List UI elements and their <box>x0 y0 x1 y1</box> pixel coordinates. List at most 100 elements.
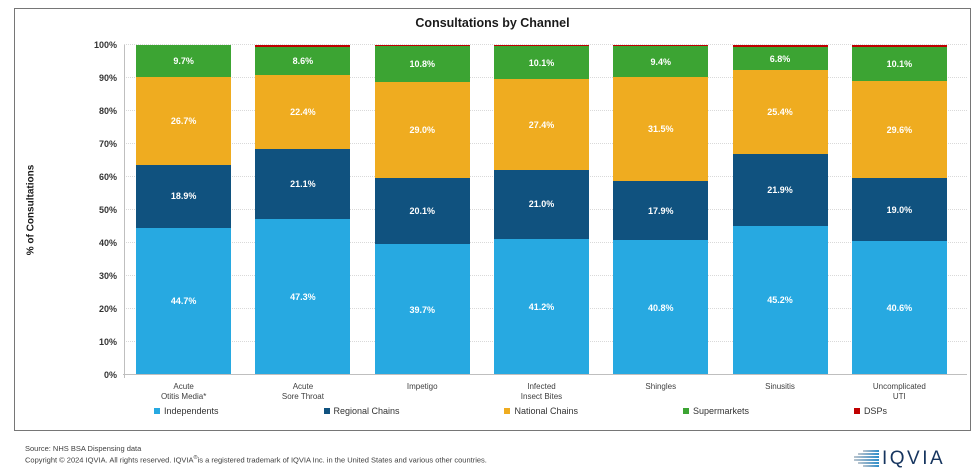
segment-supermarkets: 10.1% <box>493 46 589 80</box>
data-label: 39.7% <box>409 304 435 315</box>
logo-stripe <box>858 462 879 464</box>
segment-independents: 44.7% <box>136 227 232 375</box>
segment-independents: 45.2% <box>732 225 828 375</box>
y-tick-label: 90% <box>98 73 117 83</box>
x-axis-labels: Acute Otitis Media* Acute Sore Throat Impeti… <box>124 382 959 401</box>
y-tick-label: 10% <box>98 337 117 347</box>
x-axis-label: Impetigo <box>406 382 438 391</box>
x-axis-label: Uncomplicated UTI <box>872 382 926 401</box>
data-label: 10.8% <box>409 59 435 70</box>
data-label: 17.9% <box>648 205 674 216</box>
iqvia-logo: IQVIA <box>853 446 973 471</box>
data-label: 20.1% <box>409 205 435 216</box>
legend-label: Independents <box>164 406 219 416</box>
y-axis-ticks: 0% 10% 20% 30% 40% 50% 60% 70% 80% 90% 100% <box>15 40 117 380</box>
legend-item-supermarkets: Supermarkets <box>682 406 749 416</box>
segment-regional-chains: 21.9% <box>732 153 828 226</box>
legend-swatch <box>504 408 511 414</box>
plot-area: 44.7% 18.9% 26.7% 9.7% 47.3% 21.1% 22.4% 8.6% 39… <box>123 44 967 378</box>
bar-stack: 44.7% 18.9% 26.7% 9.7% <box>136 45 232 375</box>
legend-swatch <box>154 408 160 414</box>
logo-text: IQVIA <box>882 448 946 469</box>
x-axis-label: Shingles <box>645 382 677 391</box>
segment-dsps <box>493 45 589 47</box>
segment-independents: 40.6% <box>851 241 947 375</box>
data-label: 9.7% <box>173 56 194 67</box>
segment-regional-chains: 17.9% <box>613 181 709 241</box>
iqvia-stripes-icon <box>853 450 879 467</box>
legend-swatch <box>682 408 689 414</box>
segment-national-chains: 29.0% <box>374 81 470 178</box>
legend-swatch <box>323 408 330 414</box>
data-label: 41.2% <box>528 302 555 313</box>
copyright-line: Copyright © 2024 IQVIA. All rights reser… <box>25 454 487 465</box>
chart-frame: Consultations by Channel % of Consultati… <box>14 8 971 431</box>
segment-national-chains: 25.4% <box>732 69 828 154</box>
registered-mark: ® <box>193 454 198 461</box>
footer-text: Source: NHS BSA Dispensing data Copyrigh… <box>25 444 487 465</box>
data-label: 18.9% <box>170 191 197 202</box>
segment-supermarkets: 10.8% <box>374 46 470 82</box>
logo-stripe <box>854 459 879 461</box>
y-tick-label: 0% <box>103 370 117 380</box>
legend-label: Supermarkets <box>692 406 749 416</box>
data-label: 44.7% <box>170 296 197 307</box>
segment-regional-chains: 20.1% <box>374 177 470 244</box>
logo-stripe <box>863 465 879 467</box>
segment-supermarkets: 9.4% <box>613 46 709 78</box>
y-tick-label: 60% <box>98 172 117 182</box>
segment-national-chains: 31.5% <box>613 77 709 182</box>
y-axis-line <box>124 45 125 378</box>
bar-stack: 40.8% 17.9% 31.5% 9.4% <box>613 45 709 375</box>
copyright-pre: Copyright © 2024 IQVIA. All rights reser… <box>25 455 194 464</box>
segment-independents: 41.2% <box>493 239 589 375</box>
segment-dsps <box>613 45 709 47</box>
source-line: Source: NHS BSA Dispensing data <box>25 444 142 453</box>
data-label: 19.0% <box>886 204 913 215</box>
data-label: 22.4% <box>290 107 316 118</box>
y-tick-label: 20% <box>98 304 117 314</box>
legend-label: National Chains <box>514 406 579 416</box>
legend-swatch <box>853 408 860 414</box>
y-tick-label: 40% <box>98 238 117 248</box>
data-label: 8.6% <box>292 56 314 67</box>
logo-stripe <box>863 450 879 452</box>
bar-column: 40.8% 17.9% 31.5% 9.4% <box>601 45 720 375</box>
segment-national-chains: 22.4% <box>255 75 351 150</box>
segment-supermarkets: 10.1% <box>851 47 947 81</box>
y-tick-label: 50% <box>98 205 117 215</box>
x-axis-label: Sinusitis <box>765 382 795 391</box>
y-tick-label: 80% <box>98 106 117 116</box>
data-label: 9.4% <box>650 56 672 67</box>
bar-column: 47.3% 21.1% 22.4% 8.6% <box>243 45 362 375</box>
data-label: 26.7% <box>170 116 197 127</box>
x-axis-line <box>123 374 967 375</box>
data-label: 10.1% <box>886 59 913 69</box>
bar-column: 39.7% 20.1% 29.0% 10.8% <box>363 45 482 375</box>
bar-column: 44.7% 18.9% 26.7% 9.7% <box>124 45 243 375</box>
bar-stack: 47.3% 21.1% 22.4% 8.6% <box>255 45 351 375</box>
bar-column: 41.2% 21.0% 27.4% 10.1% <box>482 45 601 375</box>
data-label: 29.6% <box>886 124 913 135</box>
data-label: 47.3% <box>290 291 316 302</box>
data-label: 45.2% <box>767 295 793 306</box>
segment-regional-chains: 21.0% <box>493 169 589 240</box>
segment-regional-chains: 18.9% <box>136 165 232 228</box>
segment-regional-chains: 21.1% <box>255 149 351 219</box>
segment-regional-chains: 19.0% <box>851 178 947 242</box>
legend-item-regional-chains: Regional Chains <box>323 406 400 416</box>
logo-stripe <box>854 456 879 458</box>
legend-item-dsps: DSPs <box>853 406 887 416</box>
y-tick-label: 30% <box>98 271 117 281</box>
legend: Independents Regional Chains National Chai… <box>124 406 959 416</box>
bar-stack: 39.7% 20.1% 29.0% 10.8% <box>374 45 470 375</box>
data-label: 29.0% <box>409 124 435 135</box>
data-label: 21.1% <box>290 179 316 190</box>
segment-national-chains: 26.7% <box>136 77 232 166</box>
data-label: 21.0% <box>528 199 555 210</box>
x-axis-label: Infected Insect Bites <box>520 382 563 401</box>
segment-supermarkets: 9.7% <box>136 45 232 78</box>
segment-supermarkets: 8.6% <box>255 47 351 76</box>
segment-national-chains: 29.6% <box>851 80 947 179</box>
